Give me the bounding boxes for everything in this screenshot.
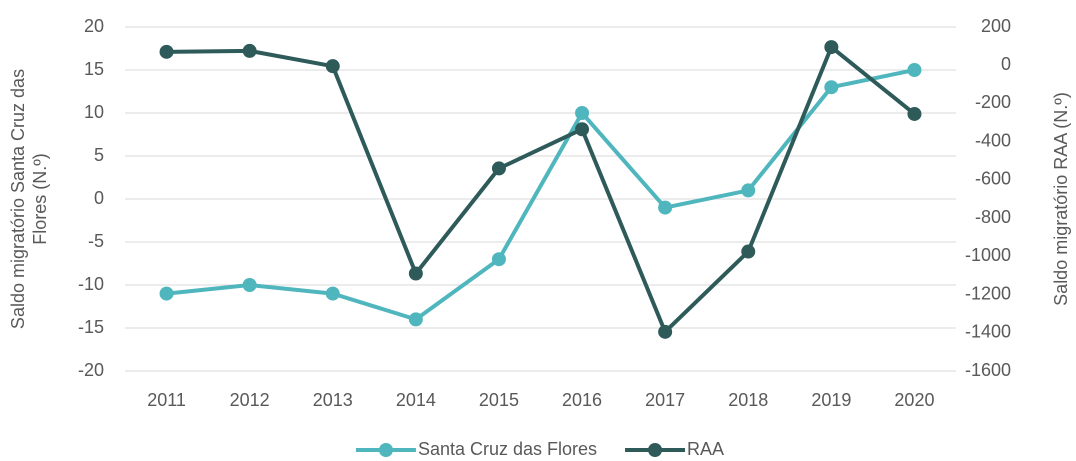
data-point	[741, 183, 756, 198]
x-tick-label: 2015	[479, 390, 519, 410]
data-point	[408, 266, 423, 281]
data-point	[575, 106, 590, 120]
y2-tick-label: -1200	[965, 283, 1011, 303]
data-point	[491, 252, 506, 267]
data-point	[159, 286, 174, 301]
data-point	[325, 286, 340, 301]
data-point	[658, 200, 673, 215]
x-tick-label: 2020	[894, 390, 934, 410]
y2-tick-label: -600	[975, 169, 1011, 189]
y2-tick-label: -400	[975, 130, 1011, 150]
series-line	[166, 45, 916, 334]
legend-label: RAA	[687, 439, 724, 459]
x-tick-label: 2011	[147, 390, 186, 410]
y-tick-label: 10	[84, 102, 104, 122]
data-point	[907, 106, 922, 121]
x-tick-label: 2014	[396, 390, 436, 410]
data-point	[824, 40, 839, 55]
x-tick-label: 2013	[313, 390, 353, 410]
y-tick-label: -15	[78, 317, 104, 337]
y2-tick-label: -800	[975, 207, 1011, 227]
y-tick-label: 5	[94, 145, 104, 165]
data-point	[658, 324, 673, 339]
x-tick-label: 2018	[728, 390, 768, 410]
y-tick-label: -5	[88, 231, 104, 251]
series-line	[166, 68, 915, 322]
legend-marker	[378, 443, 393, 457]
data-point	[491, 161, 506, 176]
y-tick-label: -20	[78, 360, 104, 380]
legend-marker	[648, 443, 663, 457]
data-point	[325, 59, 340, 74]
x-tick-label: 2017	[645, 390, 685, 410]
y2-tick-label: -1600	[965, 360, 1011, 380]
y2-tick-label: -1400	[965, 322, 1011, 342]
legend-label: Santa Cruz das Flores	[418, 439, 597, 459]
data-point	[741, 244, 756, 259]
x-tick-label: 2019	[811, 390, 851, 410]
data-point	[242, 43, 257, 58]
y-axis-title: Saldo migratório Santa Cruz das Flores (N…	[8, 69, 50, 329]
data-point	[408, 312, 423, 327]
y2-axis-title: Saldo migratório RAA (N.º)	[1051, 92, 1071, 306]
data-point	[575, 122, 590, 137]
y-tick-label: 20	[84, 16, 104, 36]
data-point	[824, 80, 839, 95]
x-tick-label: 2016	[562, 390, 602, 410]
data-point	[159, 44, 174, 59]
y-tick-label: -10	[78, 274, 104, 294]
y-tick-label: 0	[94, 188, 104, 208]
data-point	[907, 63, 922, 77]
y-tick-label: 15	[84, 59, 104, 79]
y2-tick-label: -1000	[965, 245, 1011, 265]
y2-tick-label: 200	[981, 16, 1011, 36]
y2-tick-label: -200	[975, 92, 1011, 112]
x-tick-label: 2012	[230, 390, 270, 410]
y2-tick-label: 0	[1001, 54, 1011, 74]
legend: Santa Cruz das Flores RAA	[355, 439, 724, 459]
data-point	[242, 278, 257, 292]
